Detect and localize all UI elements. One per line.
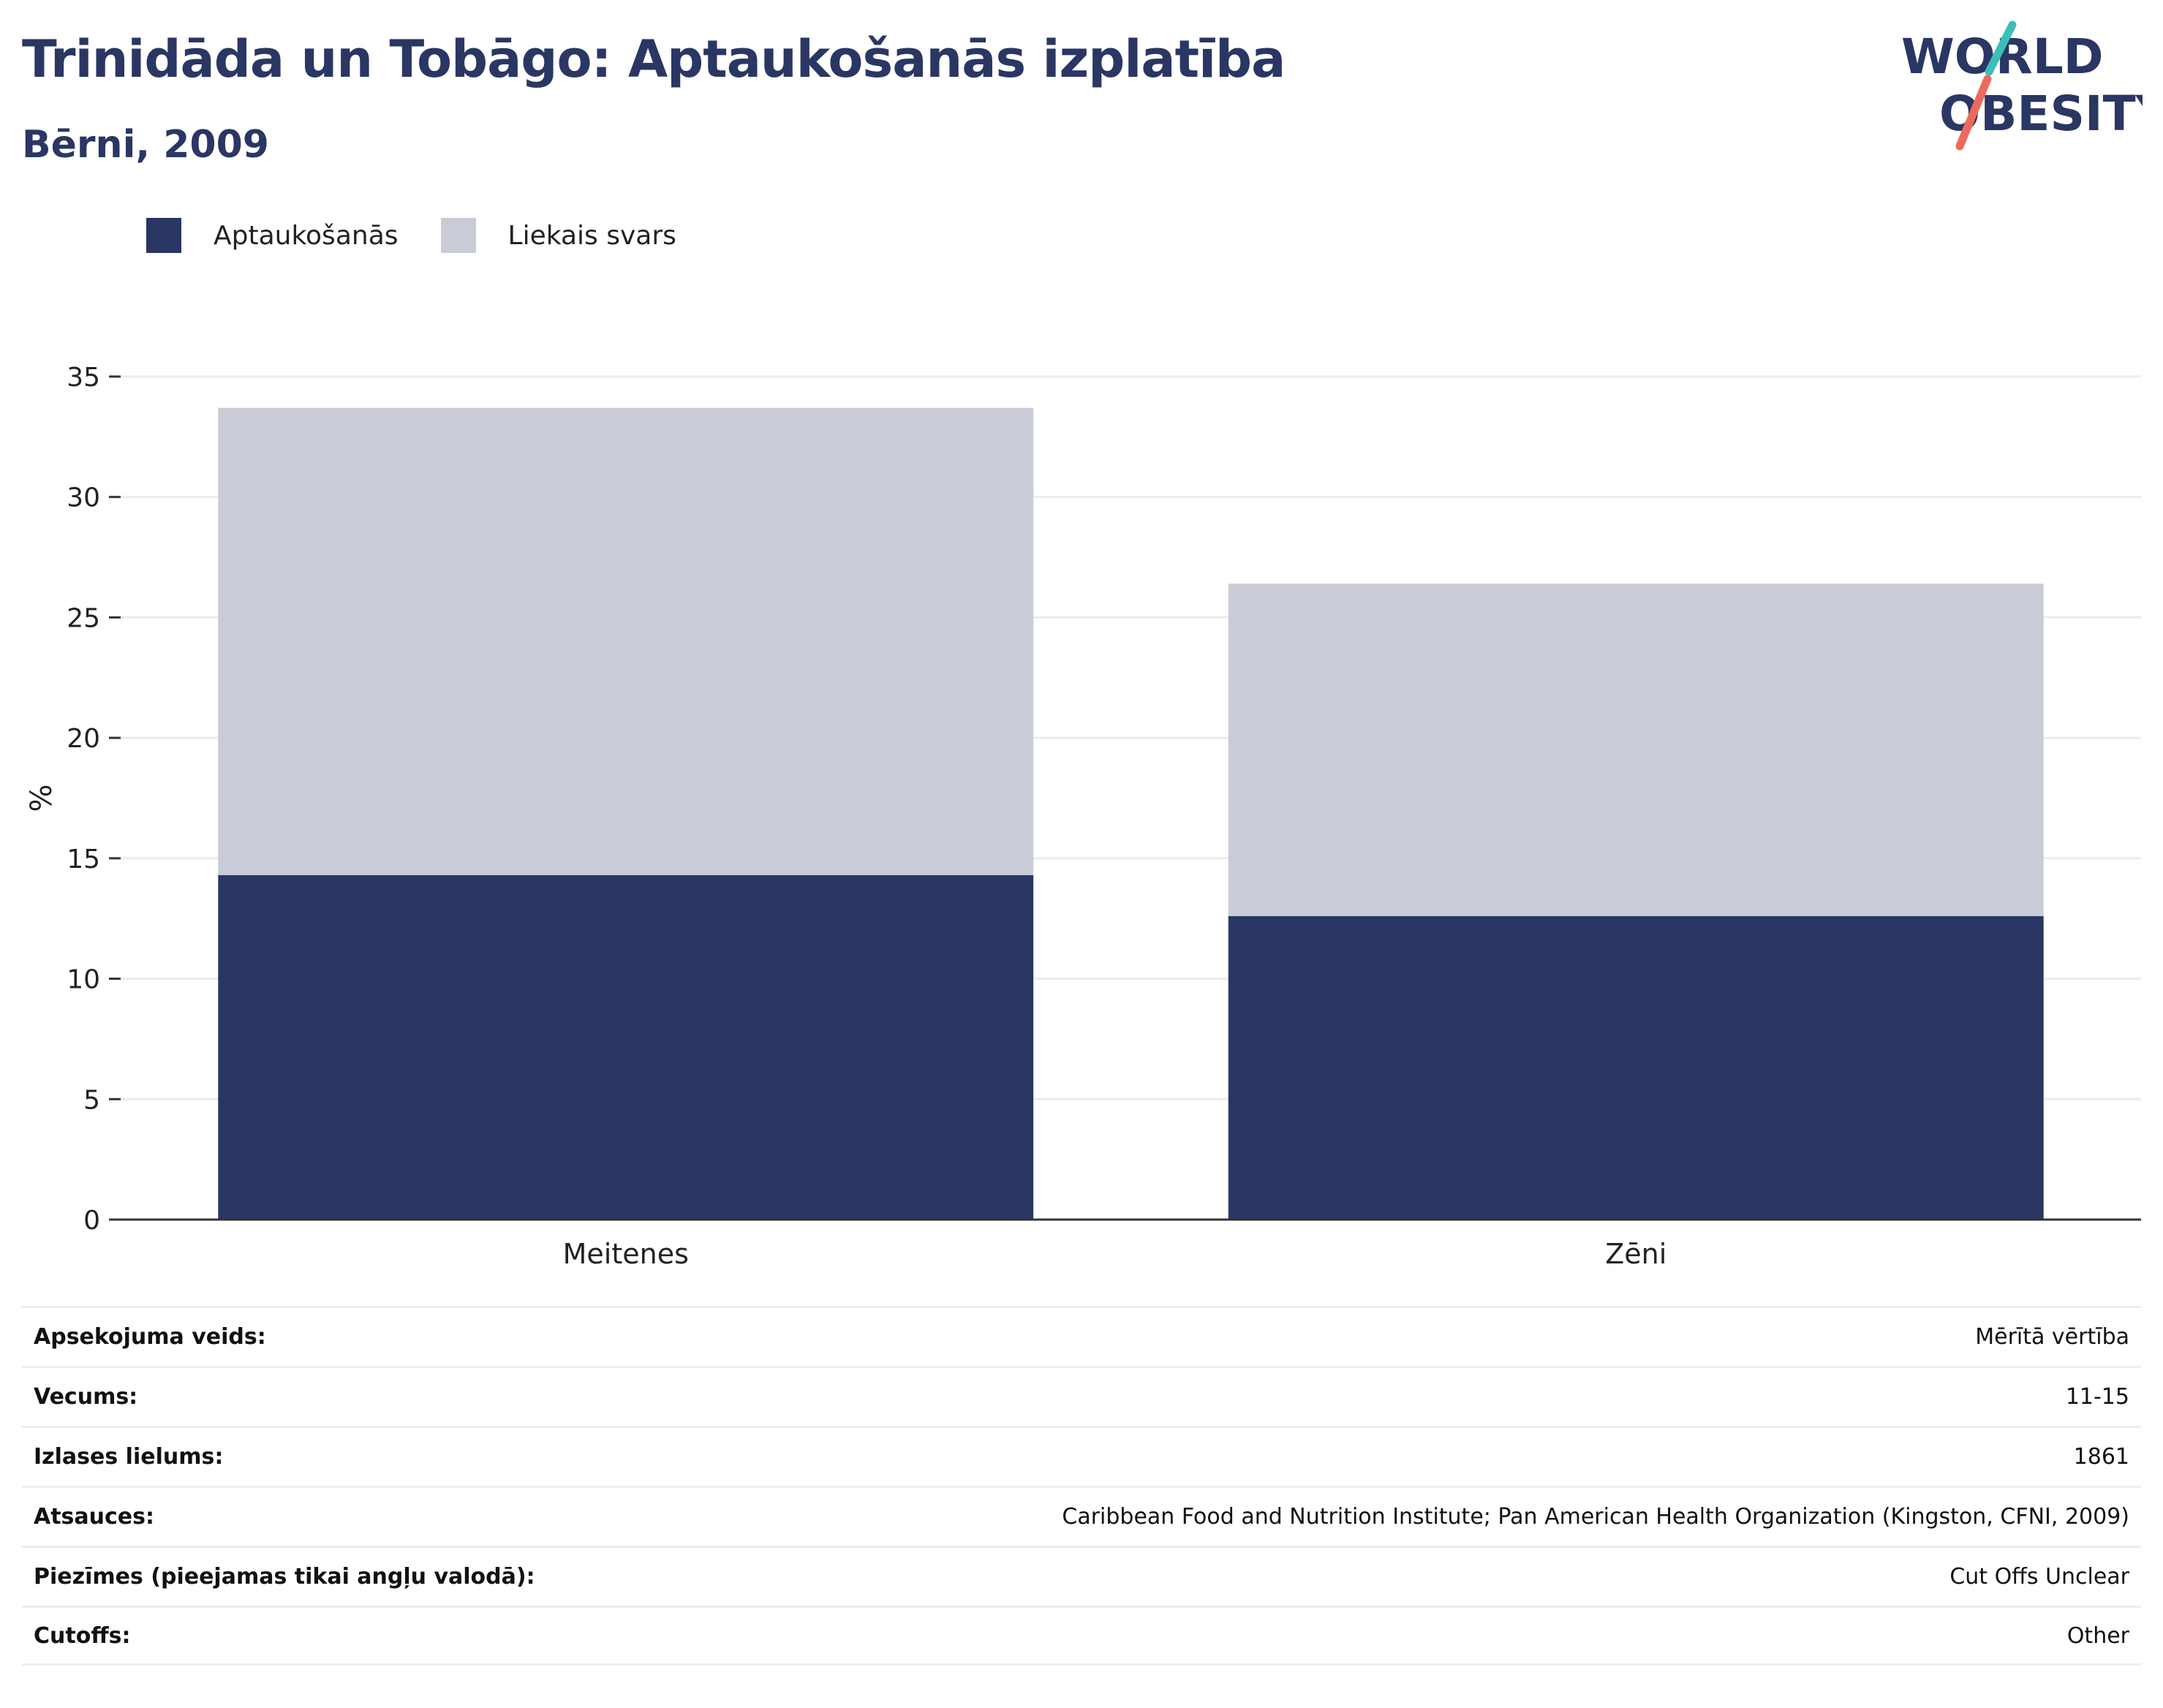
world-obesity-logo: WORLD OBESITY: [1901, 20, 2143, 151]
legend-swatch-obesity: [146, 218, 181, 253]
info-row: Atsauces: Caribbean Food and Nutrition In…: [22, 1486, 2141, 1546]
info-row: Cutoffs: Other: [22, 1606, 2141, 1666]
legend-item-obesity[interactable]: Aptaukošanās: [146, 218, 399, 253]
info-key: Vecums:: [34, 1384, 138, 1410]
y-tick-label: 25: [67, 603, 100, 633]
info-key: Apsekojuma veids:: [34, 1324, 266, 1350]
y-axis-label: %: [25, 784, 58, 812]
y-tick-label: 15: [67, 844, 100, 874]
info-row: Piezīmes (pieejamas tikai angļu valodā):…: [22, 1546, 2141, 1606]
stacked-bar-chart: 0 5 10 15 20 25 30 35% Meitenes Zēni: [25, 363, 2141, 1270]
info-value: 11-15: [2065, 1384, 2129, 1410]
info-value: Cut Offs Unclear: [1949, 1564, 2129, 1590]
bar-obesity-1: [1228, 915, 2044, 1220]
legend-label-overweight: Liekais svars: [507, 220, 676, 251]
chart-title: Trinidāda un Tobāgo: Aptaukošanās izplat…: [22, 29, 1286, 89]
y-tick-label: 30: [67, 483, 100, 513]
y-tick-label: 10: [67, 965, 100, 995]
legend-swatch-overweight: [440, 218, 476, 253]
x-tick-label: Meitenes: [563, 1238, 689, 1270]
y-tick-label: 0: [83, 1206, 100, 1236]
info-key: Cutoffs:: [34, 1622, 131, 1649]
y-tick-label: 20: [67, 724, 100, 754]
bar-overweight-0: [218, 407, 1034, 875]
chart-subtitle: Bērni, 2009: [22, 123, 269, 167]
info-value: Other: [2066, 1622, 2129, 1649]
info-key: Piezīmes (pieejamas tikai angļu valodā):: [34, 1564, 535, 1590]
info-value: Mērītā vērtība: [1975, 1324, 2129, 1350]
bar-overweight-1: [1228, 583, 2044, 916]
info-value: Caribbean Food and Nutrition Institute; …: [1062, 1504, 2129, 1530]
info-table: Apsekojuma veids: Mērītā vērtība Vecums: 11…: [22, 1306, 2141, 1666]
logo-slash-teal: [1985, 20, 2017, 76]
chart-legend: Aptaukošanās Liekais svars: [146, 218, 719, 253]
info-value: 1861: [2073, 1444, 2129, 1470]
y-tick-label: 5: [83, 1085, 100, 1115]
info-row: Apsekojuma veids: Mērītā vērtība: [22, 1306, 2141, 1366]
bar-obesity-0: [218, 874, 1034, 1220]
logo-slash-coral: [1955, 75, 1992, 151]
info-row: Vecums: 11-15: [22, 1366, 2141, 1426]
info-key: Atsauces:: [34, 1504, 154, 1530]
x-tick-label: Zēni: [1605, 1238, 1666, 1270]
y-tick-label: 35: [67, 363, 100, 393]
legend-label-obesity: Aptaukošanās: [214, 220, 399, 251]
info-row: Izlases lielums: 1861: [22, 1426, 2141, 1486]
info-key: Izlases lielums:: [34, 1444, 224, 1470]
legend-item-overweight[interactable]: Liekais svars: [440, 218, 676, 253]
